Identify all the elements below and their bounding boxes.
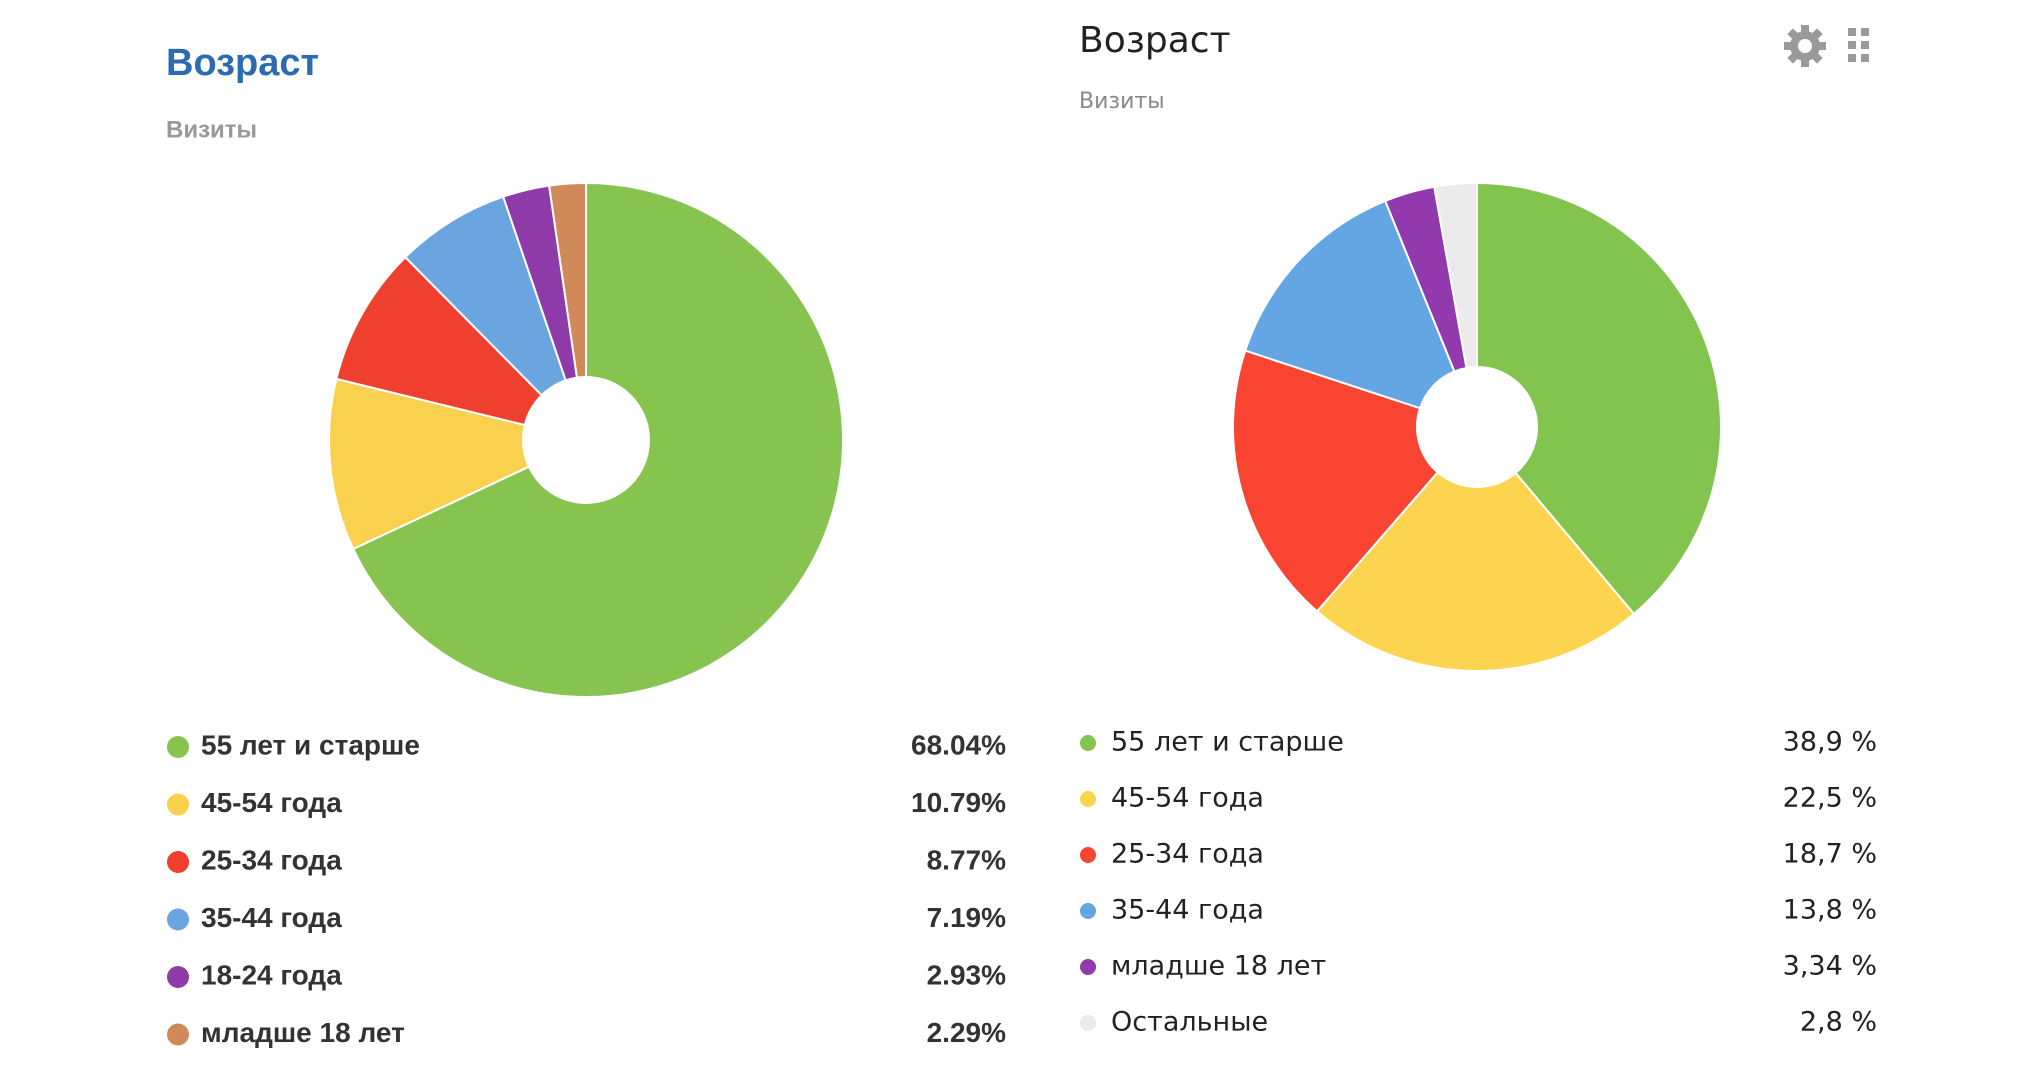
pie-slice: [1476, 181, 1722, 616]
grid-dot: [1848, 41, 1856, 49]
legend-value: 10.79%: [911, 787, 1006, 818]
legend-marker: [167, 793, 189, 816]
legend-value: 68.04%: [911, 729, 1006, 760]
legend-value: 2,8 %: [1800, 1007, 1877, 1038]
legend-label: 18-24 года: [201, 959, 342, 990]
legend-marker: [167, 908, 189, 931]
legend-marker: [167, 1023, 189, 1046]
legend-marker: [1080, 847, 1096, 863]
grid-icon[interactable]: [1848, 28, 1869, 62]
pie-slice: [1433, 181, 1478, 370]
legend-label: Остальные: [1111, 1007, 1268, 1038]
grid-dot: [1861, 28, 1869, 36]
pie-slice: [548, 181, 587, 379]
grid-dot: [1848, 54, 1856, 62]
legend-marker: [1080, 959, 1096, 975]
legend-label: 35-44 года: [1111, 895, 1264, 926]
settings-icon[interactable]: [1784, 25, 1826, 67]
legend-value: 2.29%: [927, 1017, 1006, 1048]
legend-label: 25-34 года: [1111, 839, 1264, 870]
legend-marker: [1080, 903, 1096, 919]
legend-label: 55 лет и старше: [1111, 727, 1344, 758]
legend-value: 22,5 %: [1783, 783, 1877, 814]
grid-dot: [1848, 28, 1856, 36]
pie-slice: [1315, 470, 1636, 672]
chart-subtitle: Визиты: [166, 116, 257, 143]
legend-marker: [1080, 735, 1096, 751]
pie-slice: [328, 377, 531, 551]
grid-dot: [1861, 54, 1869, 62]
legend-value: 3,34 %: [1783, 951, 1877, 982]
legend-marker: [167, 966, 189, 988]
chart-subtitle: Визиты: [1079, 89, 1165, 114]
legend-value: 18,7 %: [1783, 839, 1877, 870]
legend-label: младше 18 лет: [201, 1017, 405, 1048]
pie-slice: [1244, 199, 1456, 410]
legend-value: 8.77%: [927, 844, 1006, 875]
chart-title: Возраст: [166, 42, 319, 84]
legend-label: 45-54 года: [201, 787, 342, 818]
legend-value: 2.93%: [927, 959, 1006, 990]
pie-slice: [351, 181, 844, 698]
grid-dot: [1861, 41, 1869, 49]
legend-label: 55 лет и старше: [201, 729, 420, 760]
legend-value: 38,9 %: [1783, 727, 1877, 758]
legend-marker: [167, 736, 189, 758]
pie-slice: [335, 255, 544, 427]
legend-marker: [1080, 1015, 1096, 1031]
chart-title: Возраст: [1079, 20, 1231, 61]
legend-label: 25-34 года: [201, 844, 342, 875]
legend-marker: [1080, 791, 1096, 807]
legend-label: 45-54 года: [1111, 783, 1264, 814]
gear-hole: [1798, 39, 1812, 53]
legend-label: 35-44 года: [201, 902, 342, 933]
legend-marker: [167, 851, 189, 873]
pie-slice: [1232, 349, 1440, 613]
legend-label: младше 18 лет: [1111, 951, 1326, 982]
legend-value: 13,8 %: [1783, 895, 1877, 926]
legend-value: 7.19%: [927, 902, 1006, 933]
